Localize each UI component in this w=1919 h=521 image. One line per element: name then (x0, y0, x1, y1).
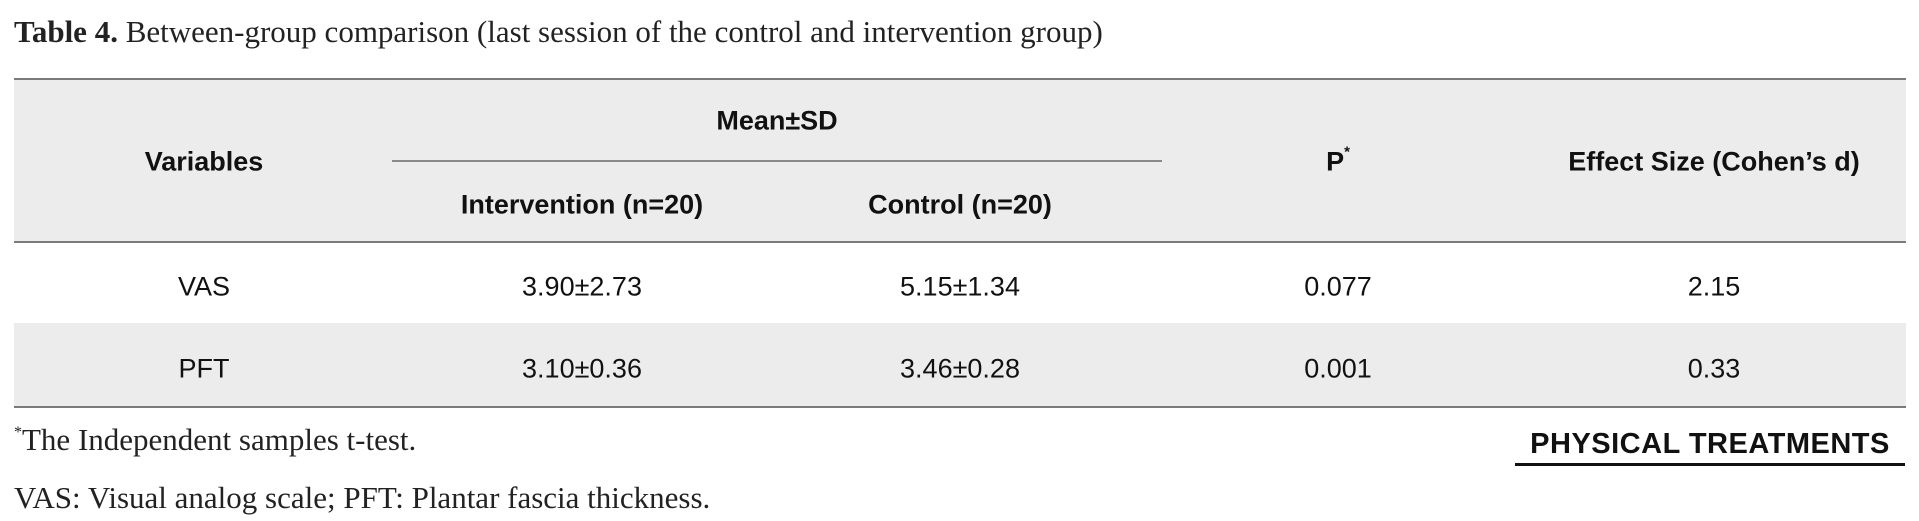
header-rule (14, 241, 1906, 243)
row-pft-effect: 0.33 (1687, 353, 1741, 384)
row-band-pft (14, 323, 1906, 406)
footnote-mark: * (14, 424, 22, 441)
header-band (14, 78, 1906, 241)
comparison-table: Variables Mean±SD Intervention (n=20) Co… (14, 78, 1906, 411)
row-pft-p: 0.001 (1304, 353, 1372, 384)
row-vas-control: 5.15±1.34 (900, 271, 1020, 302)
physical-treatments-logo: PHYSICAL TREATMENTS (1515, 428, 1905, 466)
footnote-abbreviations: VAS: Visual analog scale; PFT: Plantar f… (14, 480, 711, 515)
header-effect-size: Effect Size (Cohen’s d) (1568, 146, 1860, 177)
header-variables: Variables (144, 146, 264, 177)
row-pft-variable: PFT (178, 353, 230, 384)
row-vas-variable: VAS (177, 271, 231, 302)
header-p: P* (1326, 143, 1350, 178)
row-vas-effect: 2.15 (1687, 271, 1741, 302)
table-number: Table 4. (14, 14, 118, 49)
footnote-test: *The Independent samples t-test. (14, 422, 416, 458)
row-vas-p: 0.077 (1304, 271, 1372, 302)
row-pft-control: 3.46±0.28 (900, 353, 1020, 384)
row-pft-intervention: 3.10±0.36 (522, 353, 642, 384)
footnote-test-text: The Independent samples t-test. (22, 422, 417, 457)
mean-sd-rule (392, 160, 1162, 162)
logo-underline (1515, 463, 1905, 466)
table-caption: Table 4. Between-group comparison (last … (14, 14, 1103, 50)
logo-text: PHYSICAL TREATMENTS (1530, 428, 1890, 460)
header-p-label: P (1326, 146, 1345, 177)
bottom-rule (14, 406, 1906, 408)
header-control: Control (n=20) (868, 189, 1052, 220)
table-title: Between-group comparison (last session o… (117, 14, 1103, 49)
top-rule (14, 78, 1906, 80)
header-mean-sd: Mean±SD (716, 105, 838, 136)
header-intervention: Intervention (n=20) (460, 189, 704, 220)
row-vas-intervention: 3.90±2.73 (522, 271, 642, 302)
header-p-mark: * (1344, 143, 1350, 161)
